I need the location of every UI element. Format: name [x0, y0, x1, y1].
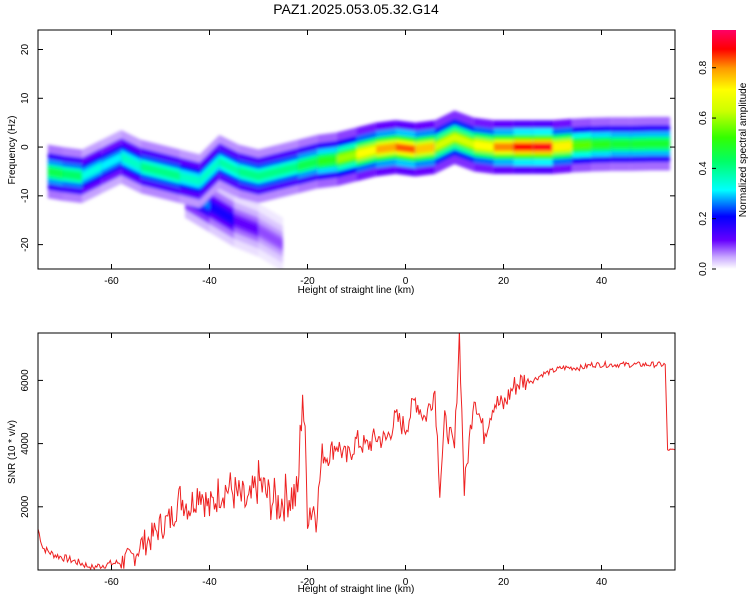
- spectrogram-ridge-cell: [62, 169, 83, 181]
- spectrogram-ridge-cell: [474, 140, 494, 151]
- snr-xtick-label: 0: [403, 577, 409, 588]
- spectrogram-ridge-cell: [611, 140, 631, 149]
- spectrogram-ridge-cell: [297, 157, 318, 171]
- spectrogram-xtick-label: -60: [104, 276, 119, 287]
- spectrogram-ridge-cell: [219, 157, 239, 176]
- spectrogram-ridge-cell: [238, 167, 259, 181]
- spectrogram-ytick-label: -20: [20, 237, 31, 252]
- colorbar-ticks: 0.0 0.2 0.4 0.6 0.8: [698, 60, 716, 276]
- snr-series-line: [38, 333, 675, 570]
- spectrogram-ridge-cell: [140, 162, 161, 176]
- colorbar-tick-label: 0.8: [698, 60, 709, 74]
- figure-title: PAZ1.2025.053.05.32.G14: [273, 1, 439, 17]
- spectrogram-ridge-cell: [591, 140, 612, 149]
- colorbar-label: Normalized spectral amplitude: [738, 82, 749, 217]
- spectrogram-ridge-cell: [356, 145, 377, 159]
- spectrogram-xtick-label: 40: [596, 276, 608, 287]
- spectrogram-ridge-cell: [454, 133, 475, 149]
- spectrogram-heat-layer: [47, 110, 671, 269]
- colorbar-tick-label: 0.0: [698, 262, 709, 276]
- spectrogram-ylabel: Frequency (Hz): [7, 116, 18, 185]
- spectrogram-branch-cell: [209, 201, 234, 225]
- spectrogram-ytick-label: 20: [20, 44, 31, 56]
- spectrogram-ridge-cell: [258, 167, 279, 181]
- spectrogram-ridge-cell: [376, 143, 396, 154]
- spectrogram-ridge-cell: [101, 152, 122, 171]
- spectrogram-xlabel: Height of straight line (km): [298, 285, 415, 296]
- spectrogram-ridge-cell: [395, 143, 416, 154]
- spectrogram-ridge-cell: [493, 143, 514, 151]
- snr-xtick-label: 40: [596, 577, 608, 588]
- spectrogram-ridge-cell: [513, 143, 533, 151]
- spectrogram-ytick-label: 10: [20, 92, 31, 104]
- snr-xtick-label: 20: [498, 577, 510, 588]
- spectrogram-ridge-cell: [650, 139, 671, 148]
- snr-panel: -60 -40 -20 0 20 40 2000 4000 6000 Height of str…: [7, 332, 676, 595]
- spectrogram-panel: -60 -40 -20 0 20 40 -20 -10 0 10 20 Height of stra…: [7, 29, 676, 296]
- snr-ytick-label: 4000: [20, 432, 31, 455]
- spectrogram-ridge-cell: [82, 162, 102, 181]
- spectrogram-ridge-cell: [317, 155, 337, 166]
- spectrogram-ridge-cell: [630, 139, 651, 149]
- snr-xtick-label: -60: [104, 577, 119, 588]
- spectrogram-ridge-cell: [415, 143, 435, 154]
- snr-xtick-label: -20: [300, 577, 315, 588]
- spectrogram-ridge-cell: [532, 143, 553, 151]
- spectrogram-axes: -60 -40 -20 0 20 40 -20 -10 0 10 20: [20, 30, 675, 287]
- spectrogram-xtick-label: -40: [202, 276, 217, 287]
- spectrogram-branch-cell: [234, 216, 259, 234]
- spectrogram-xtick-label: -20: [300, 276, 315, 287]
- spectrogram-ridge-cell: [434, 133, 455, 151]
- spectrogram-ridge-cell: [180, 172, 200, 186]
- colorbar: 0.0 0.2 0.4 0.6 0.8 Normalized spectral ampl…: [698, 30, 749, 276]
- spectrogram-ridge-cell: [199, 157, 220, 186]
- colorbar-tick-label: 0.6: [698, 111, 709, 125]
- spectrogram-ytick-label: -10: [20, 188, 31, 203]
- spectrogram-ridge-cell: [47, 167, 63, 178]
- spectrogram-ridge-cell: [160, 167, 181, 181]
- colorbar-tick-label: 0.4: [698, 161, 709, 175]
- spectrogram-ridge-cell: [336, 150, 357, 164]
- spectrogram-ridge-cell: [121, 152, 141, 171]
- spectrogram-ridge-cell: [552, 141, 573, 151]
- spectrogram-xtick-label: 20: [498, 276, 510, 287]
- colorbar-gradient: [712, 30, 736, 269]
- spectrogram-xtick-label: 0: [403, 276, 409, 287]
- snr-ytick-label: 6000: [20, 369, 31, 392]
- snr-axes: -60 -40 -20 0 20 40 2000 4000 6000: [20, 333, 675, 588]
- spectrogram-branch-cell: [258, 226, 283, 249]
- spectrogram-ridge-cell: [278, 162, 298, 176]
- snr-xtick-label: -40: [202, 577, 217, 588]
- spectrogram-ridge-cell: [572, 140, 592, 150]
- snr-xlabel: Height of straight line (km): [298, 584, 415, 595]
- snr-ytick-label: 2000: [20, 495, 31, 518]
- colorbar-tick-label: 0.2: [698, 211, 709, 225]
- spectrogram-ytick-label: 0: [20, 144, 31, 150]
- snr-ylabel: SNR (10 * v/v): [7, 420, 18, 484]
